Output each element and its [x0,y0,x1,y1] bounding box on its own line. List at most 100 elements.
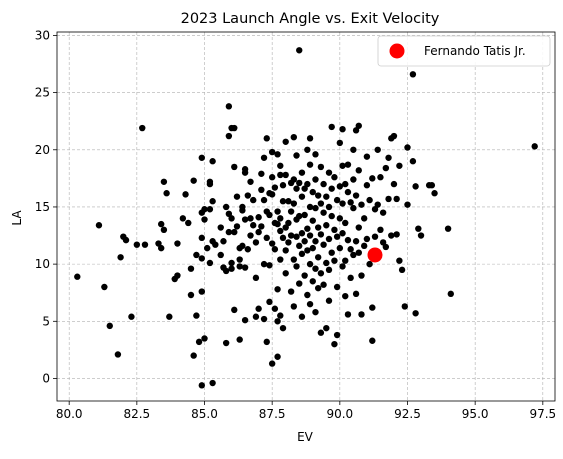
scatter-point [268,360,276,367]
scatter-point [296,179,303,187]
scatter-point [344,161,352,168]
scatter-point [206,180,214,188]
scatter-point [388,232,395,239]
scatter-point [339,263,346,270]
plot-frame [56,31,556,402]
scatter-point [290,303,298,310]
scatter-point [306,135,314,142]
points-layer [74,47,538,389]
x-tick-label: 95.0 [462,407,489,421]
scatter-point [317,329,325,336]
scatter-point [344,236,352,244]
scatter-point [271,305,279,312]
scatter-point [369,337,376,344]
scatter-point [377,226,384,234]
scatter-point [352,192,360,199]
scatter-point [258,223,265,230]
scatter-point [252,239,260,246]
scatter-point [158,244,165,252]
scatter-point [252,313,260,320]
scatter-point [201,206,208,213]
scatter-point [363,235,371,243]
scatter-point [393,231,400,238]
scatter-point [328,185,335,192]
y-axis-label: LA [10,210,24,226]
scatter-point [409,71,417,78]
scatter-point [309,244,316,252]
scatter-point [247,215,254,222]
scatter-point [222,339,230,347]
scatter-point [266,262,273,269]
scatter-point [209,158,216,165]
scatter-point [263,234,270,242]
scatter-point [274,318,281,325]
scatter-point [350,204,357,212]
scatter-point [398,266,406,274]
scatter-point [312,238,319,245]
scatter-point [258,170,265,177]
scatter-point [296,47,303,54]
scatter-point [301,272,308,279]
x-tick-label: 90.0 [326,407,353,421]
scatter-point [342,292,349,300]
scatter-point [274,208,281,215]
x-tick-label: 92.5 [394,407,421,421]
scatter-point [258,186,265,193]
scatter-point [320,281,327,288]
scatter-point [228,215,235,222]
scatter-point [323,222,330,229]
scatter-point [363,182,371,189]
scatter-point [166,313,173,320]
scatter-point [347,246,354,253]
scatter-point [236,336,243,343]
scatter-point [374,201,381,208]
scatter-point [263,338,270,346]
scatter-point [320,241,327,248]
scatter-point [312,265,319,272]
scatter-point [531,143,538,150]
scatter-point [401,303,408,310]
scatter-point [287,232,295,239]
scatter-point [344,188,352,196]
scatter-point [277,215,284,222]
scatter-point [201,335,208,342]
scatter-point [241,169,249,176]
legend-marker-highlight [389,43,405,59]
scatter-point [274,151,281,158]
scatter-point [220,238,227,245]
scatter-point [268,148,276,156]
scatter-point [317,163,325,171]
scatter-point [106,322,113,330]
x-tick-label: 87.5 [259,407,286,421]
scatter-point [417,232,425,239]
scatter-point [393,195,400,203]
scatter-point [325,235,333,243]
scatter-point [314,284,322,292]
scatter-point [255,305,262,312]
scatter-point [382,243,390,251]
scatter-point [447,290,454,298]
scatter-point [296,242,303,250]
scatter-point [444,225,452,232]
scatter-point [277,227,284,235]
scatter-point [306,260,314,268]
scatter-point [274,220,281,228]
scatter-point [355,224,362,231]
scatter-point [225,132,233,140]
scatter-point [314,192,322,199]
scatter-point [228,265,235,272]
scatter-point [333,196,341,204]
scatter-point [233,193,241,200]
scatter-point [377,174,384,181]
scatter-point [122,236,130,244]
scatter-point [206,259,214,267]
scatter-point [355,249,362,256]
scatter-point [260,260,268,268]
scatter-point [209,198,216,205]
scatter-point [268,174,276,181]
scatter-point [174,240,181,247]
scatter-point [306,300,314,308]
y-tick-label: 25 [35,86,50,100]
scatter-point [379,209,387,216]
